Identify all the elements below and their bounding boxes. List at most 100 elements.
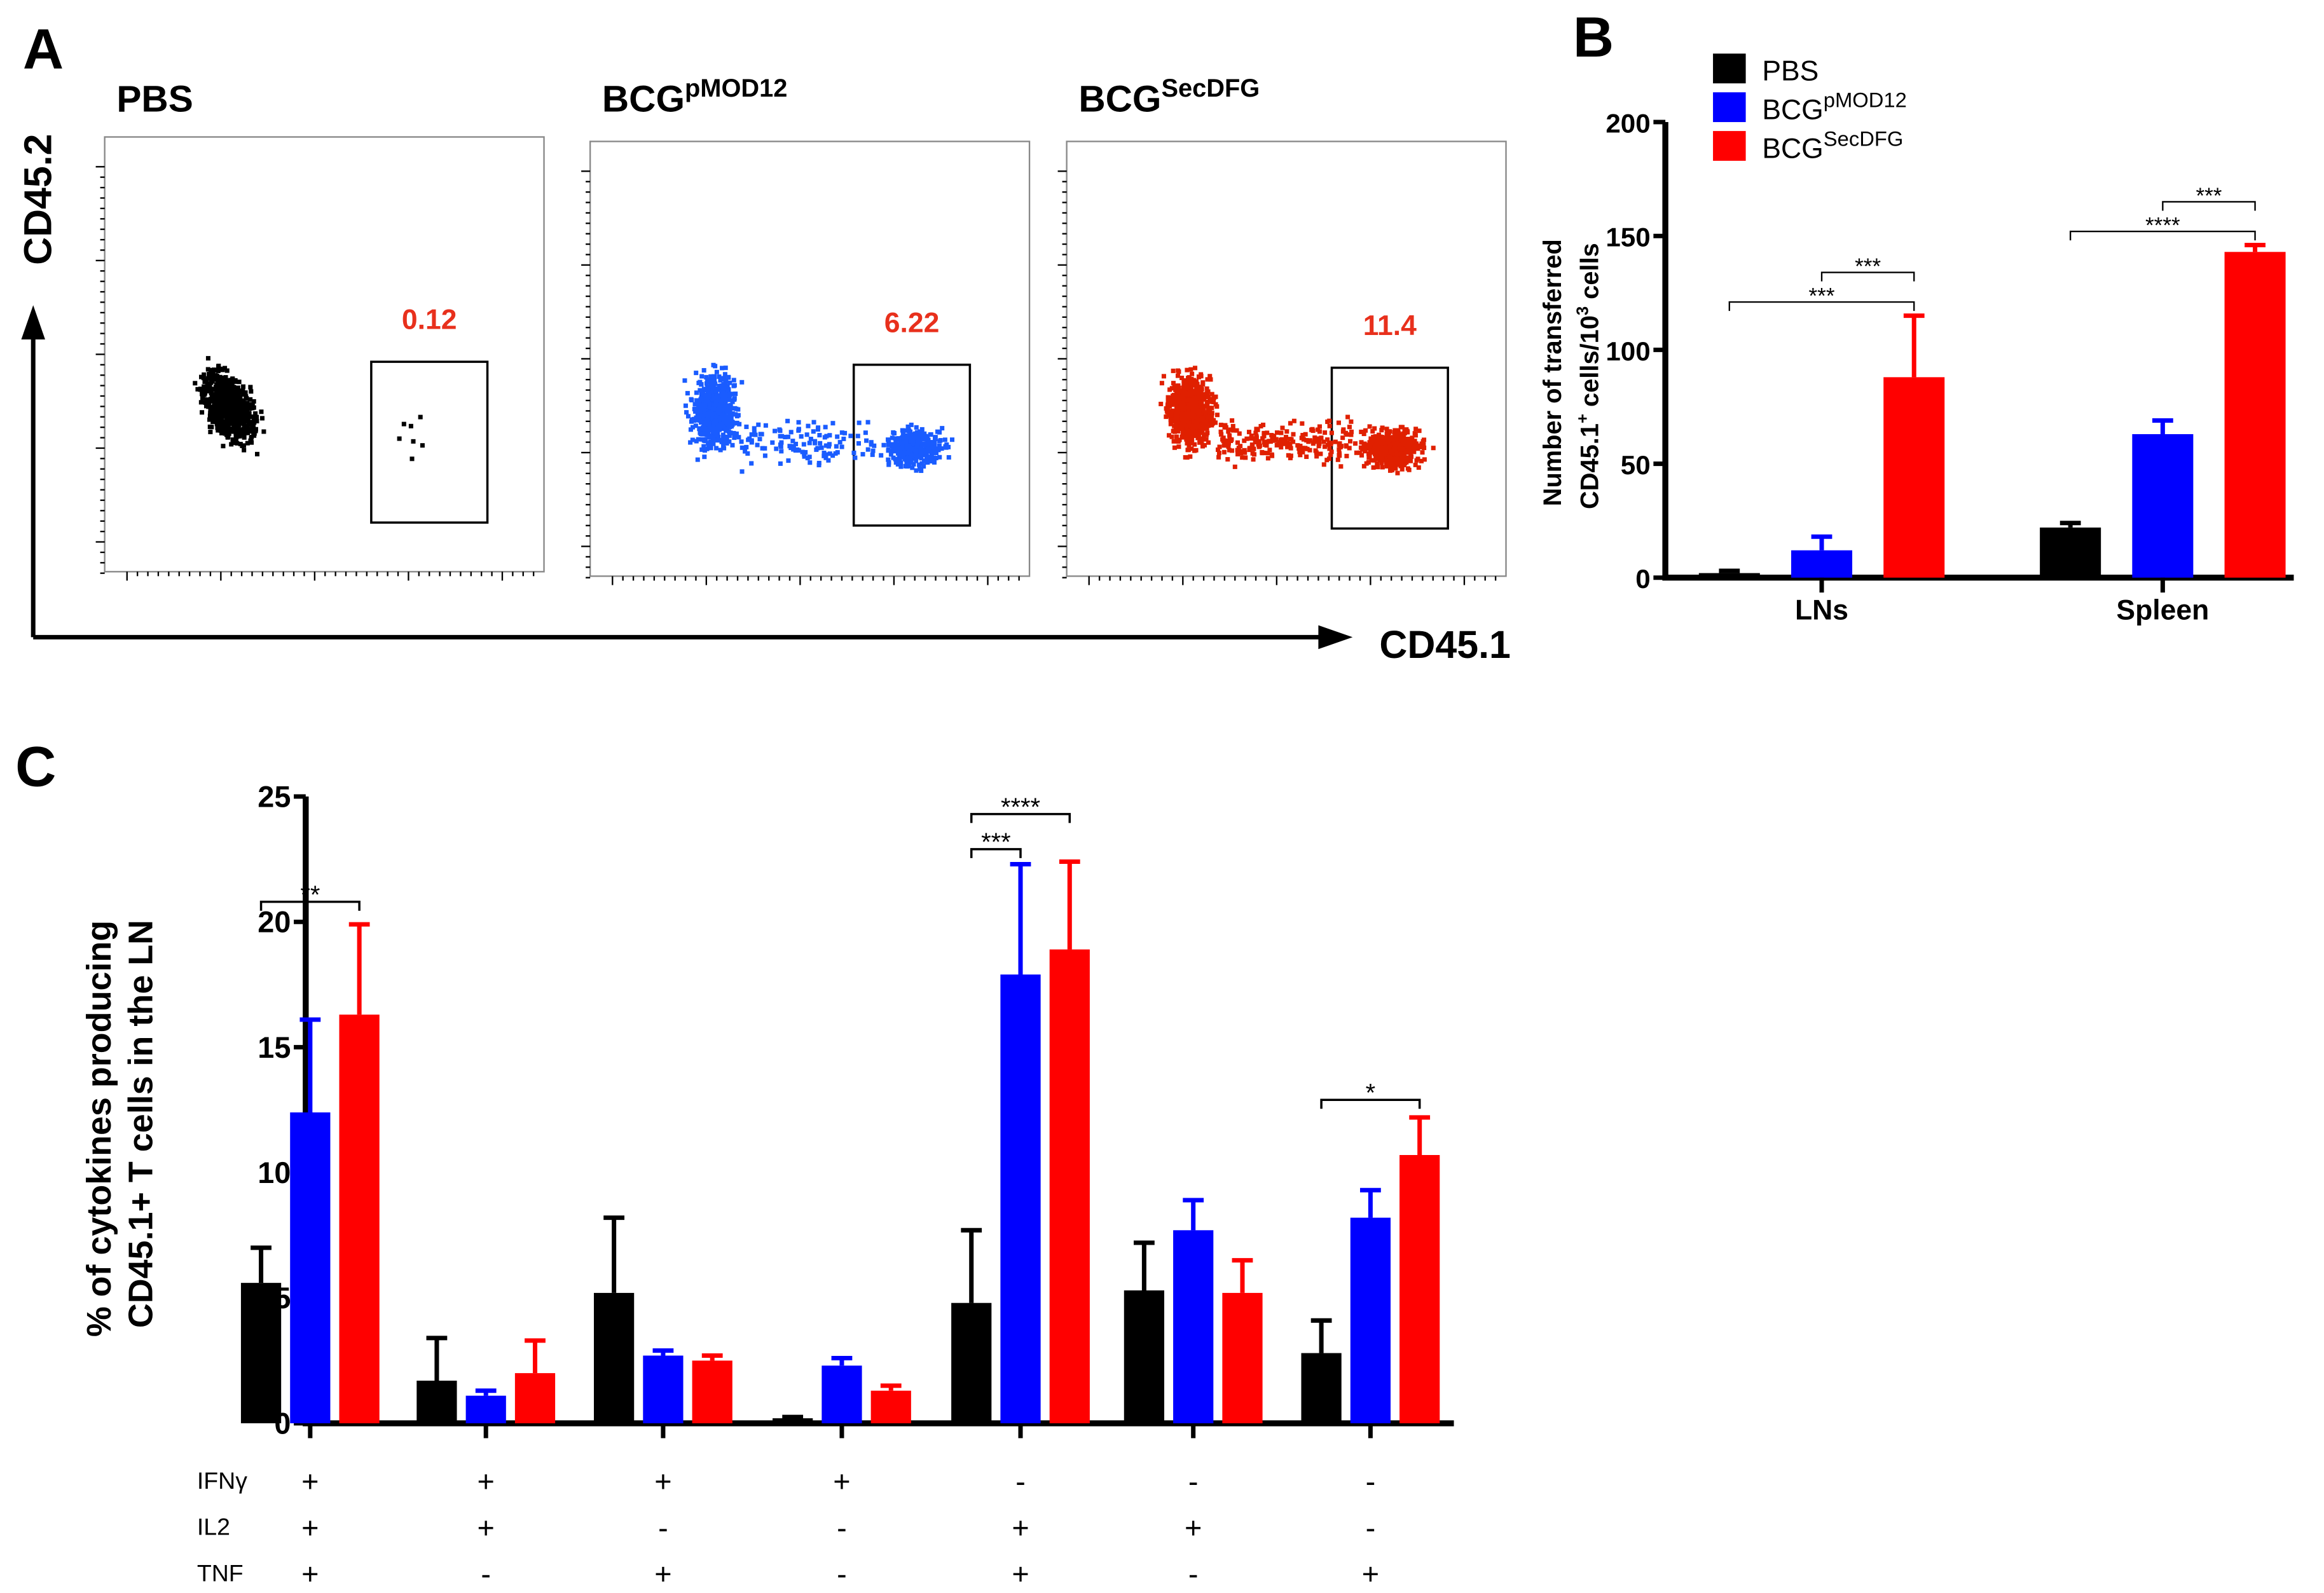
cytokine-sign: -: [1015, 1465, 1026, 1498]
event-dot: [1193, 366, 1198, 371]
event-dot: [817, 433, 822, 438]
event-dot: [1406, 458, 1411, 463]
event-dot: [1178, 413, 1183, 418]
event-dot: [779, 449, 784, 454]
event-dot: [924, 444, 929, 449]
event-dot: [1201, 407, 1206, 412]
event-dot: [233, 422, 238, 427]
event-dot: [200, 395, 205, 400]
legend-label: BCGSecDFG: [1762, 127, 1903, 165]
event-dot: [699, 374, 705, 379]
event-dot: [1186, 443, 1192, 448]
event-dot: [902, 442, 907, 448]
plot-title-text: BCG: [1078, 79, 1161, 120]
event-dot: [1278, 442, 1283, 447]
event-dot: [1252, 452, 1257, 457]
event-dot: [1174, 402, 1179, 407]
event-dot: [1192, 383, 1197, 388]
event-dot: [237, 423, 242, 428]
event-dot: [691, 425, 696, 430]
event-dot: [694, 398, 699, 403]
event-dot: [725, 384, 730, 389]
event-dot: [720, 435, 725, 440]
y-tick-label: 50: [1621, 450, 1651, 480]
event-dot: [1419, 441, 1424, 446]
event-dot: [1391, 448, 1396, 453]
event-dot: [1179, 421, 1184, 427]
event-dot: [1186, 409, 1191, 414]
event-dot: [215, 402, 220, 407]
event-dot: [243, 390, 248, 395]
event-dot: [1359, 440, 1364, 445]
event-dot: [1194, 416, 1199, 421]
event-dot: [1191, 433, 1196, 438]
event-dot: [898, 464, 904, 469]
event-dot: [1371, 434, 1376, 439]
event-dot: [713, 381, 718, 386]
event-dot: [203, 397, 209, 402]
event-dot: [911, 454, 916, 459]
event-dot: [1370, 448, 1375, 453]
event-dot: [689, 397, 694, 402]
event-dot: [714, 414, 719, 420]
event-dot: [1371, 446, 1376, 451]
event-dot: [1405, 444, 1410, 449]
event-dot: [701, 425, 706, 430]
event-dot: [1216, 451, 1221, 456]
event-dot: [244, 394, 249, 399]
event-dot: [881, 442, 886, 448]
event-dot: [1228, 427, 1233, 432]
event-dot: [918, 440, 923, 445]
event-dot: [736, 435, 741, 440]
bar-bcgsecdfg: [692, 1360, 732, 1424]
event-dot: [894, 449, 899, 454]
event-dot: [1344, 430, 1349, 435]
event-dot: [245, 427, 250, 432]
event-dot: [1214, 413, 1220, 418]
event-dot: [1412, 439, 1417, 444]
event-dot: [760, 446, 765, 451]
x-category-label: Spleen: [2116, 594, 2209, 626]
event-dot: [689, 419, 694, 424]
event-dot: [1262, 430, 1267, 435]
event-dot: [1167, 404, 1172, 409]
event-dot: [1300, 433, 1305, 438]
event-dot: [734, 420, 739, 425]
event-dot: [762, 453, 767, 458]
event-dot: [711, 435, 716, 440]
event-dot: [688, 440, 693, 445]
event-dot: [918, 448, 923, 453]
event-dot: [1288, 453, 1293, 458]
arrow-up-icon: [21, 305, 45, 339]
event-dot: [230, 398, 235, 403]
event-dot: [245, 441, 250, 446]
event-dot: [1298, 444, 1303, 449]
event-dot: [723, 366, 728, 371]
y-axis-label-cd45-2: CD45.2: [16, 133, 59, 264]
event-dot: [731, 421, 736, 426]
event-dot: [224, 368, 230, 373]
event-dot: [1221, 449, 1227, 455]
event-dot: [1380, 441, 1385, 446]
event-dot: [805, 456, 810, 461]
event-dot: [242, 433, 247, 438]
event-dot: [713, 389, 719, 394]
event-dot: [205, 385, 210, 390]
event-dot: [1267, 448, 1272, 453]
legend-name: PBS: [1762, 55, 1819, 86]
event-dot: [198, 387, 203, 392]
event-dot: [397, 436, 402, 441]
event-dot: [1195, 420, 1200, 425]
event-dot: [238, 402, 244, 407]
bar-bcgsecdfg: [339, 1015, 380, 1424]
event-dot: [1362, 448, 1367, 453]
event-dot: [1358, 450, 1363, 455]
event-dot: [1190, 371, 1195, 376]
event-dot: [1249, 434, 1254, 439]
event-dot: [236, 425, 241, 430]
plot-frame: [104, 136, 545, 573]
event-dot: [925, 454, 930, 459]
event-dot: [209, 378, 214, 383]
event-dot: [228, 427, 233, 432]
event-dot: [1169, 434, 1174, 439]
